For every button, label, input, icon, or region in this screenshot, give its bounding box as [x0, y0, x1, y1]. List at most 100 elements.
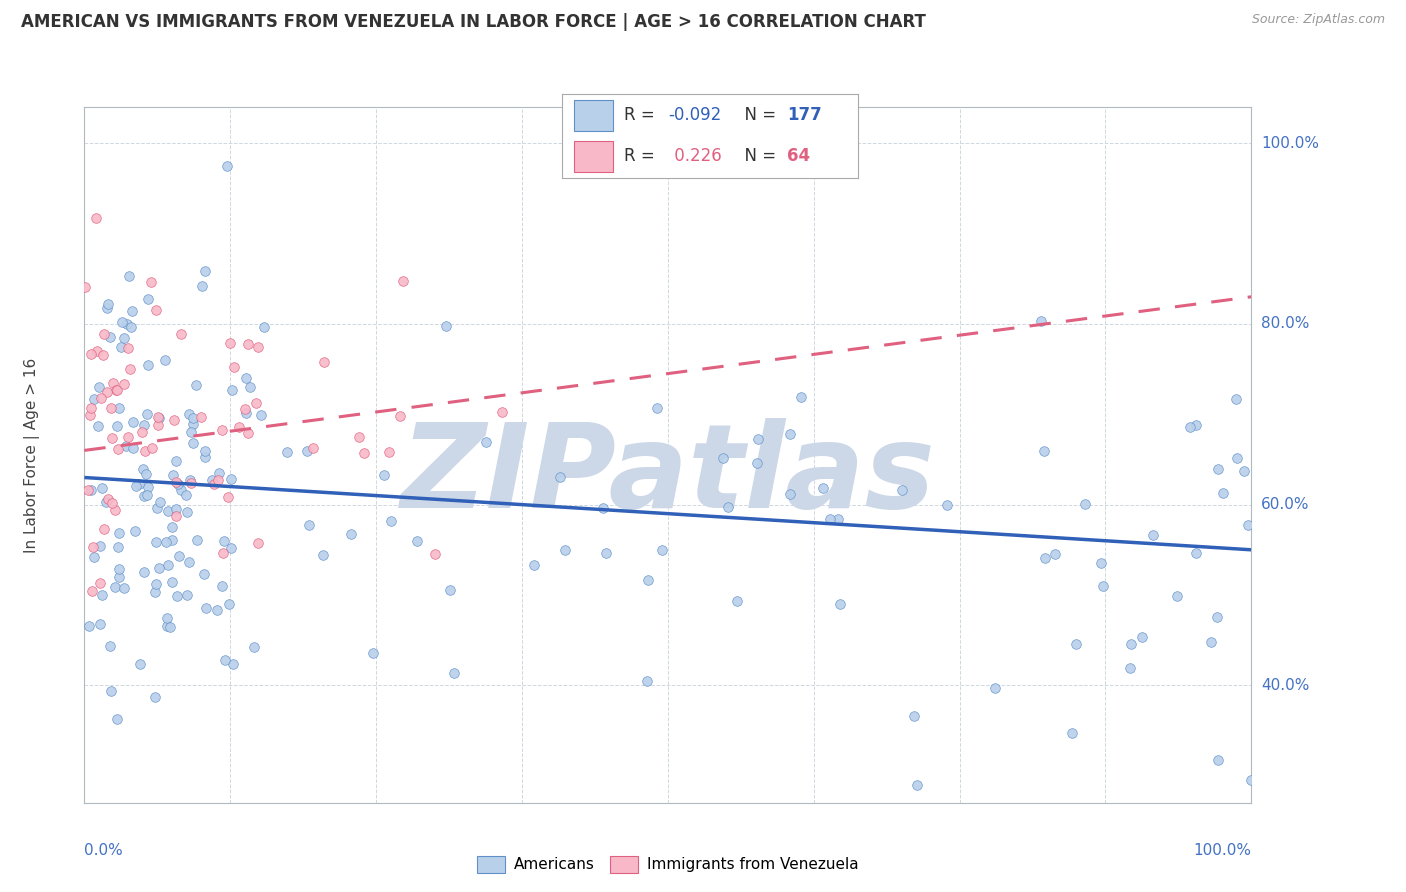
Point — [235, 406, 257, 420]
Point — [122, 441, 145, 455]
Point — [121, 304, 143, 318]
Point — [1178, 420, 1201, 434]
Point — [146, 500, 169, 515]
Point — [406, 534, 429, 549]
Point — [105, 383, 128, 397]
Point — [239, 380, 262, 394]
Point — [212, 546, 235, 560]
Point — [1225, 392, 1247, 406]
Point — [1118, 661, 1140, 675]
Point — [186, 533, 208, 547]
Point — [194, 450, 217, 464]
Point — [1185, 546, 1208, 560]
Point — [141, 441, 163, 455]
Point — [174, 488, 197, 502]
Point — [179, 474, 201, 488]
Point — [253, 320, 276, 334]
Point — [105, 419, 128, 434]
Point — [818, 512, 841, 526]
Point — [132, 418, 155, 433]
Point — [211, 579, 233, 593]
Point — [124, 524, 146, 539]
Point — [80, 401, 103, 415]
Point — [193, 567, 215, 582]
Point — [105, 712, 128, 726]
Point — [100, 401, 122, 415]
Point — [101, 431, 124, 445]
Point — [107, 540, 129, 554]
Text: R =: R = — [624, 147, 661, 165]
Point — [146, 409, 169, 424]
Point — [1226, 451, 1249, 466]
Point — [217, 490, 239, 504]
Point — [83, 549, 105, 564]
Point — [295, 444, 318, 458]
Point — [79, 409, 101, 423]
Text: 0.226: 0.226 — [669, 147, 721, 165]
Point — [156, 619, 179, 633]
Point — [107, 442, 129, 457]
Point — [145, 303, 167, 318]
Point — [89, 616, 111, 631]
Point — [101, 496, 124, 510]
Point — [97, 492, 120, 507]
Point — [247, 340, 270, 354]
Point — [388, 409, 411, 423]
Point — [184, 378, 207, 392]
Point — [475, 435, 498, 450]
Point — [790, 390, 813, 404]
Point — [118, 269, 141, 284]
Point — [80, 483, 103, 497]
Point — [165, 502, 187, 516]
Point — [1206, 752, 1229, 766]
Point — [179, 408, 201, 422]
Point — [145, 577, 167, 591]
Point — [1232, 464, 1254, 478]
Point — [312, 548, 335, 562]
Point — [1142, 527, 1164, 541]
Point — [554, 542, 576, 557]
Point — [238, 337, 260, 351]
Point — [890, 483, 912, 497]
Point — [651, 542, 673, 557]
Point — [111, 315, 134, 329]
Point — [219, 541, 242, 555]
Point — [228, 420, 250, 434]
Point — [89, 575, 111, 590]
Point — [114, 438, 136, 452]
Point — [136, 292, 159, 306]
Point — [75, 279, 97, 293]
Text: 100.0%: 100.0% — [1194, 843, 1251, 858]
Point — [236, 425, 259, 440]
Text: 64: 64 — [787, 147, 810, 165]
Point — [1066, 637, 1088, 651]
Point — [637, 573, 659, 587]
Point — [89, 380, 111, 394]
Text: N =: N = — [734, 147, 780, 165]
Point — [361, 646, 384, 660]
Point — [131, 425, 153, 439]
Point — [235, 370, 257, 384]
Text: 100.0%: 100.0% — [1261, 136, 1319, 151]
Point — [170, 483, 193, 497]
Point — [827, 512, 849, 526]
Point — [94, 495, 117, 509]
Point — [100, 330, 122, 344]
Point — [179, 555, 201, 569]
Bar — [574, 141, 613, 171]
Text: R =: R = — [624, 106, 661, 124]
Point — [905, 778, 928, 792]
Point — [86, 344, 108, 359]
Point — [181, 410, 204, 425]
Point — [143, 585, 166, 599]
Point — [636, 674, 658, 689]
Point — [134, 489, 156, 503]
Point — [76, 483, 98, 497]
Point — [93, 327, 115, 342]
Point — [523, 558, 546, 573]
Point — [439, 582, 461, 597]
Point — [592, 500, 614, 515]
Point — [155, 535, 177, 549]
Point — [148, 417, 170, 432]
Point — [82, 584, 104, 599]
